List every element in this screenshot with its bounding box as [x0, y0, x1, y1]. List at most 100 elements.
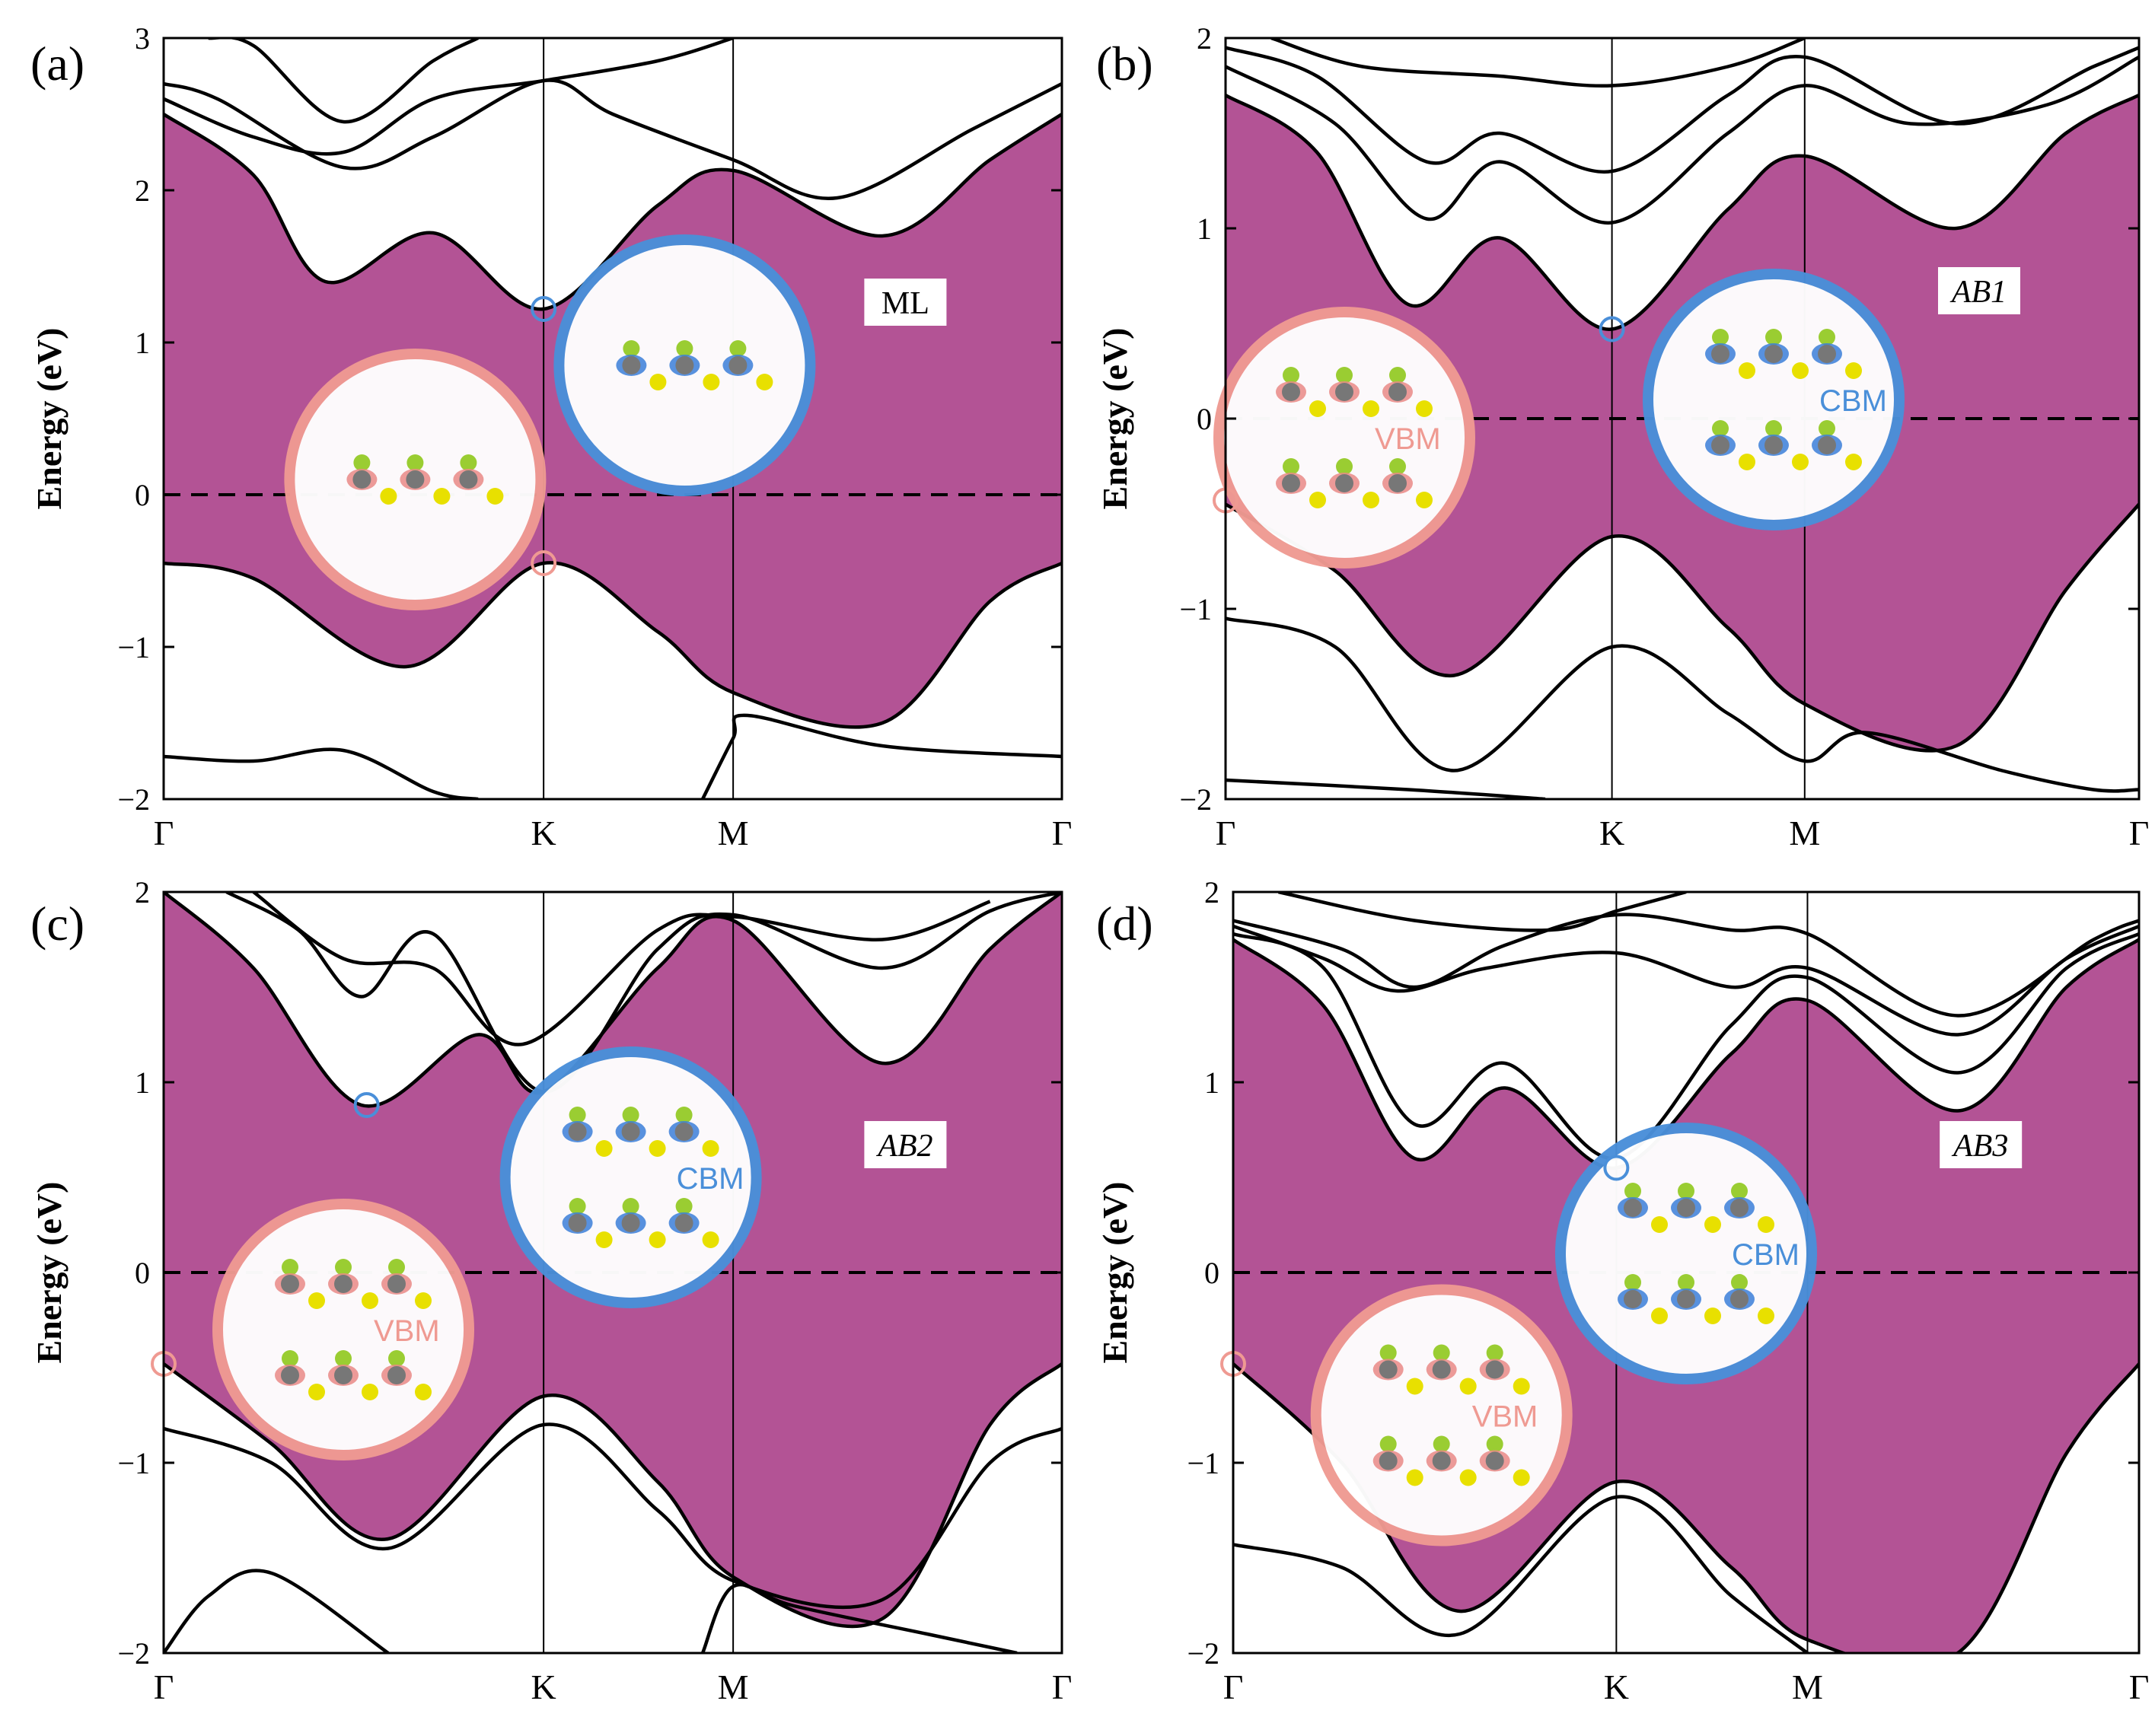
- vbm-charge-density-bubble: VBM: [1213, 307, 1475, 569]
- kpoint-label: K: [1599, 814, 1624, 852]
- kpoint-label: Γ: [2129, 1668, 2150, 1706]
- ytick-label: 0: [1197, 402, 1212, 436]
- band-line: [1226, 46, 2139, 174]
- cbm-marker: [353, 1092, 380, 1118]
- bubble-label: CBM: [1819, 384, 1887, 418]
- band-line: [1226, 778, 1546, 799]
- ytick-label: −2: [1179, 782, 1212, 817]
- ytick-label: 2: [1197, 21, 1212, 56]
- ytick-label: 1: [1197, 212, 1212, 246]
- band-line: [252, 892, 991, 1046]
- panel-letter: (d): [1096, 897, 1153, 951]
- panel-2: CBM VBM −2 −1 0 1 2 Γ K M Γ Energy (eV) (c) AB2: [30, 875, 1072, 1706]
- band-line: [164, 78, 1062, 201]
- ytick-label: −1: [1187, 1446, 1219, 1480]
- stacking-label-box: [864, 279, 947, 326]
- kpoint-label: Γ: [1216, 814, 1236, 852]
- band-line: [208, 38, 480, 124]
- band-line: [1233, 924, 2139, 1037]
- y-axis-label: Energy (eV): [1095, 328, 1134, 510]
- ytick-label: 0: [135, 478, 150, 512]
- band-line: [164, 1569, 390, 1653]
- stacking-label: AB2: [875, 1129, 932, 1164]
- bubble-label: VBM: [374, 1314, 440, 1348]
- band-line: [1270, 38, 1806, 88]
- band-line: [1226, 56, 2139, 225]
- ytick-label: 2: [1204, 875, 1219, 909]
- kpoint-label: M: [718, 814, 749, 852]
- stacking-label: AB1: [1949, 275, 2007, 310]
- band-line: [1233, 913, 2139, 1018]
- cbm-charge-density-bubble: CBM: [1643, 269, 1905, 530]
- bubble-label: VBM: [1375, 422, 1441, 456]
- kpoint-label: Γ: [2129, 814, 2150, 852]
- ytick-label: 0: [1204, 1256, 1219, 1290]
- kpoint-label: Γ: [1052, 1668, 1073, 1706]
- cbm-charge-density-bubble: [553, 234, 816, 496]
- y-axis-label: Energy (eV): [30, 1182, 69, 1364]
- band-line: [1226, 502, 2139, 753]
- plot-frame: [162, 37, 1063, 801]
- bubble-label: CBM: [1732, 1238, 1800, 1272]
- ytick-label: −2: [117, 782, 150, 817]
- vbm-charge-density-bubble: VBM: [212, 1199, 474, 1460]
- ytick-label: −2: [117, 1636, 150, 1671]
- bubble-label: VBM: [1472, 1400, 1538, 1434]
- ytick-label: −1: [117, 1446, 150, 1480]
- stacking-label: ML: [881, 286, 929, 321]
- band-line: [1226, 93, 2139, 331]
- ytick-label: 1: [135, 326, 150, 360]
- y-axis-label: Energy (eV): [30, 328, 69, 510]
- band-line: [164, 38, 734, 156]
- ytick-label: 3: [135, 21, 150, 56]
- band-line: [164, 747, 479, 799]
- cbm-marker: [1603, 1155, 1630, 1181]
- panel-letter: (c): [30, 897, 84, 951]
- panel-letter: (b): [1096, 37, 1153, 91]
- bubble-label: CBM: [677, 1162, 744, 1196]
- kpoint-label: Γ: [1223, 1668, 1244, 1706]
- panel-0: −2 −1 0 1 2 3 Γ K M Γ Energy (eV) (a) ML: [30, 21, 1072, 852]
- stacking-label-box: [1940, 1121, 2023, 1168]
- panel-3: CBM VBM −2 −1 0 1 2 Γ K M Γ Energy (eV) (d) AB3: [1095, 875, 2149, 1706]
- panel-letter: (a): [30, 37, 84, 91]
- band-line: [164, 1422, 1062, 1610]
- vbm-charge-density-bubble: VBM: [1310, 1284, 1573, 1546]
- ytick-label: −1: [1179, 592, 1212, 626]
- band-line: [1233, 1495, 1809, 1653]
- kpoint-label: M: [1792, 1668, 1823, 1706]
- stacking-label: AB3: [1951, 1129, 2008, 1164]
- vbm-marker: [531, 550, 557, 576]
- ytick-label: −1: [117, 630, 150, 664]
- band-line: [1278, 892, 1687, 932]
- kpoint-label: Γ: [1052, 814, 1073, 852]
- vbm-charge-density-bubble: [284, 349, 547, 610]
- band-line: [700, 1582, 1018, 1653]
- stacking-label-box: [1938, 267, 2020, 314]
- y-axis-label: Energy (eV): [1095, 1182, 1134, 1364]
- band-line: [164, 561, 1062, 729]
- ytick-label: 2: [135, 875, 150, 909]
- cbm-charge-density-bubble: CBM: [499, 1046, 762, 1308]
- ytick-label: 1: [135, 1065, 150, 1100]
- stacking-label-box: [864, 1121, 947, 1168]
- panel-1: CBM VBM −2 −1 0 1 2 Γ K M Γ Energy (eV) (b) AB1: [1095, 21, 2149, 852]
- band-line: [1226, 616, 2139, 793]
- ytick-label: 1: [1204, 1065, 1219, 1100]
- ytick-label: 2: [135, 174, 150, 208]
- ytick-label: −2: [1187, 1636, 1219, 1671]
- cbm-charge-density-bubble: CBM: [1555, 1123, 1817, 1384]
- kpoint-label: M: [718, 1668, 749, 1706]
- kpoint-label: M: [1789, 814, 1820, 852]
- cbm-marker: [1599, 316, 1625, 342]
- ytick-label: 0: [135, 1256, 150, 1290]
- kpoint-label: K: [531, 814, 556, 852]
- band-line: [164, 1362, 1062, 1629]
- kpoint-label: K: [1604, 1668, 1629, 1706]
- kpoint-label: Γ: [154, 1668, 174, 1706]
- band-line: [700, 713, 1062, 799]
- kpoint-label: Γ: [154, 814, 174, 852]
- kpoint-label: K: [531, 1668, 556, 1706]
- cbm-marker: [531, 296, 557, 322]
